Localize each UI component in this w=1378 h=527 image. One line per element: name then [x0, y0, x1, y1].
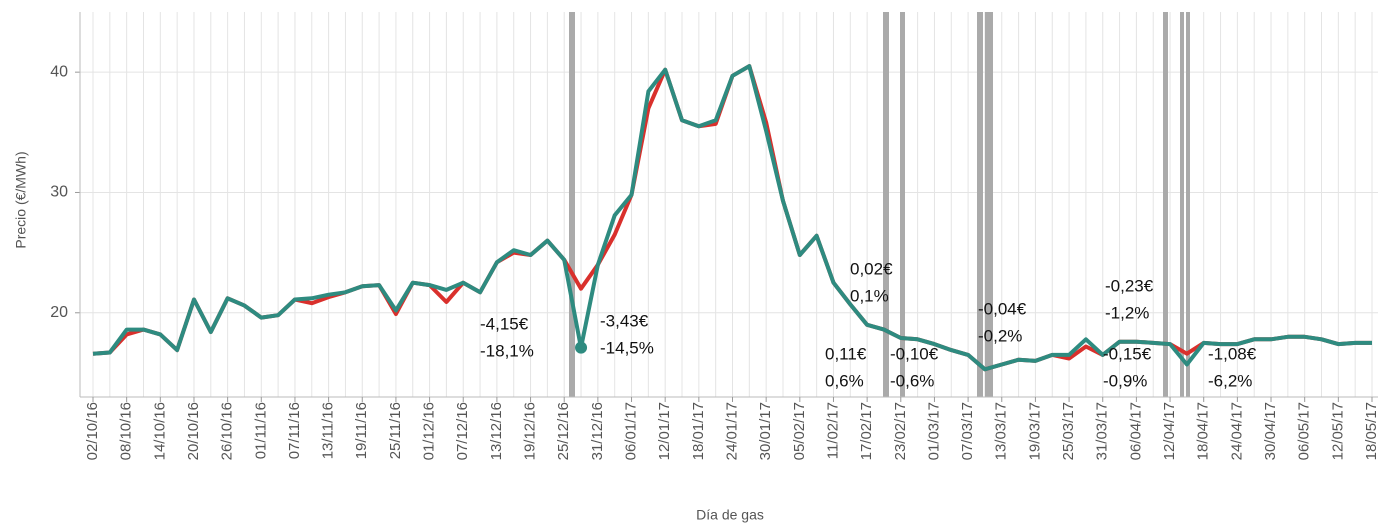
x-tick-label: 08/10/16	[118, 402, 135, 460]
x-tick-label: 19/03/17	[1026, 402, 1043, 460]
y-tick-label: 20	[50, 304, 68, 321]
x-tick-label: 05/02/17	[791, 402, 808, 460]
x-tick-label: 13/11/16	[320, 402, 337, 459]
annotation: -3,43€	[600, 311, 649, 330]
annotation: -1,08€	[1208, 344, 1257, 363]
annotation: 0,6%	[825, 371, 864, 390]
x-tick-label: 12/05/17	[1329, 402, 1346, 460]
annotation: -0,9%	[1103, 371, 1147, 390]
x-tick-label: 06/04/17	[1127, 402, 1144, 460]
annotation: -0,04€	[978, 299, 1027, 318]
band	[985, 12, 993, 397]
x-tick-label: 14/10/16	[151, 402, 168, 460]
x-tick-label: 26/10/16	[219, 402, 236, 460]
x-tick-label: 07/03/17	[959, 402, 976, 460]
x-tick-label: 18/04/17	[1195, 402, 1212, 460]
band	[900, 12, 905, 397]
x-tick-label: 25/12/16	[555, 402, 572, 460]
grid	[80, 12, 1378, 397]
x-tick-label: 17/02/17	[858, 402, 875, 460]
annotation: -18,1%	[480, 341, 534, 360]
x-tick-label: 31/03/17	[1094, 402, 1111, 460]
annotation: -14,5%	[600, 338, 654, 357]
x-tick-label: 19/12/16	[522, 402, 539, 460]
x-tick-label: 01/03/17	[925, 402, 942, 460]
x-tick-label: 12/01/17	[656, 402, 673, 460]
x-tick-label: 11/02/17	[824, 402, 841, 459]
x-tick-label: 13/03/17	[993, 402, 1010, 460]
x-tick-label: 13/12/16	[488, 402, 505, 460]
point	[575, 341, 588, 354]
annotation: 0,11€	[825, 344, 867, 363]
annotation: -0,15€	[1103, 344, 1152, 363]
x-tick-label: 25/03/17	[1060, 402, 1077, 460]
x-tick-label: 18/01/17	[690, 402, 707, 460]
annotation: 0,02€	[850, 259, 893, 278]
x-tick-label: 18/05/17	[1363, 402, 1378, 460]
band	[977, 12, 983, 397]
x-tick-label: 06/05/17	[1296, 402, 1313, 460]
band	[1180, 12, 1184, 397]
annotation: -0,2%	[978, 326, 1022, 345]
x-axis-label: Día de gas	[696, 507, 764, 523]
x-tick-label: 19/11/16	[353, 402, 370, 459]
x-tick-label: 24/04/17	[1228, 402, 1245, 460]
y-axis-label: Precio (€/MWh)	[13, 151, 29, 248]
annotation: -0,23€	[1105, 276, 1154, 295]
x-tick-label: 23/02/17	[892, 402, 909, 460]
band	[569, 12, 575, 397]
annotation: -4,15€	[480, 314, 529, 333]
highlight-bands	[569, 12, 1190, 397]
x-tick-label: 07/12/16	[454, 402, 471, 460]
x-tick-label: 02/10/16	[84, 402, 101, 460]
band	[1186, 12, 1190, 397]
band	[1163, 12, 1168, 397]
x-tick-label: 30/04/17	[1262, 402, 1279, 460]
series-line	[92, 64, 1372, 372]
x-tick-label: 25/11/16	[387, 402, 404, 459]
annotation: -1,2%	[1105, 303, 1149, 322]
annotation: -6,2%	[1208, 371, 1252, 390]
x-tick-label: 20/10/16	[185, 402, 202, 460]
x-tick-label: 12/04/17	[1161, 402, 1178, 460]
y-tick-label: 40	[50, 63, 68, 80]
annotation: 0,1%	[850, 286, 889, 305]
x-tick-label: 06/01/17	[622, 402, 639, 460]
x-tick-label: 30/01/17	[757, 402, 774, 460]
annotation: -0,10€	[890, 344, 939, 363]
band	[883, 12, 889, 397]
x-tick-label: 01/11/16	[252, 402, 269, 459]
x-tick-label: 31/12/16	[589, 402, 606, 460]
x-tick-label: 24/01/17	[723, 402, 740, 460]
x-tick-label: 01/12/16	[421, 402, 438, 460]
annotation: -0,6%	[890, 371, 934, 390]
x-tick-label: 07/11/16	[286, 402, 303, 459]
y-tick-label: 30	[50, 184, 68, 201]
